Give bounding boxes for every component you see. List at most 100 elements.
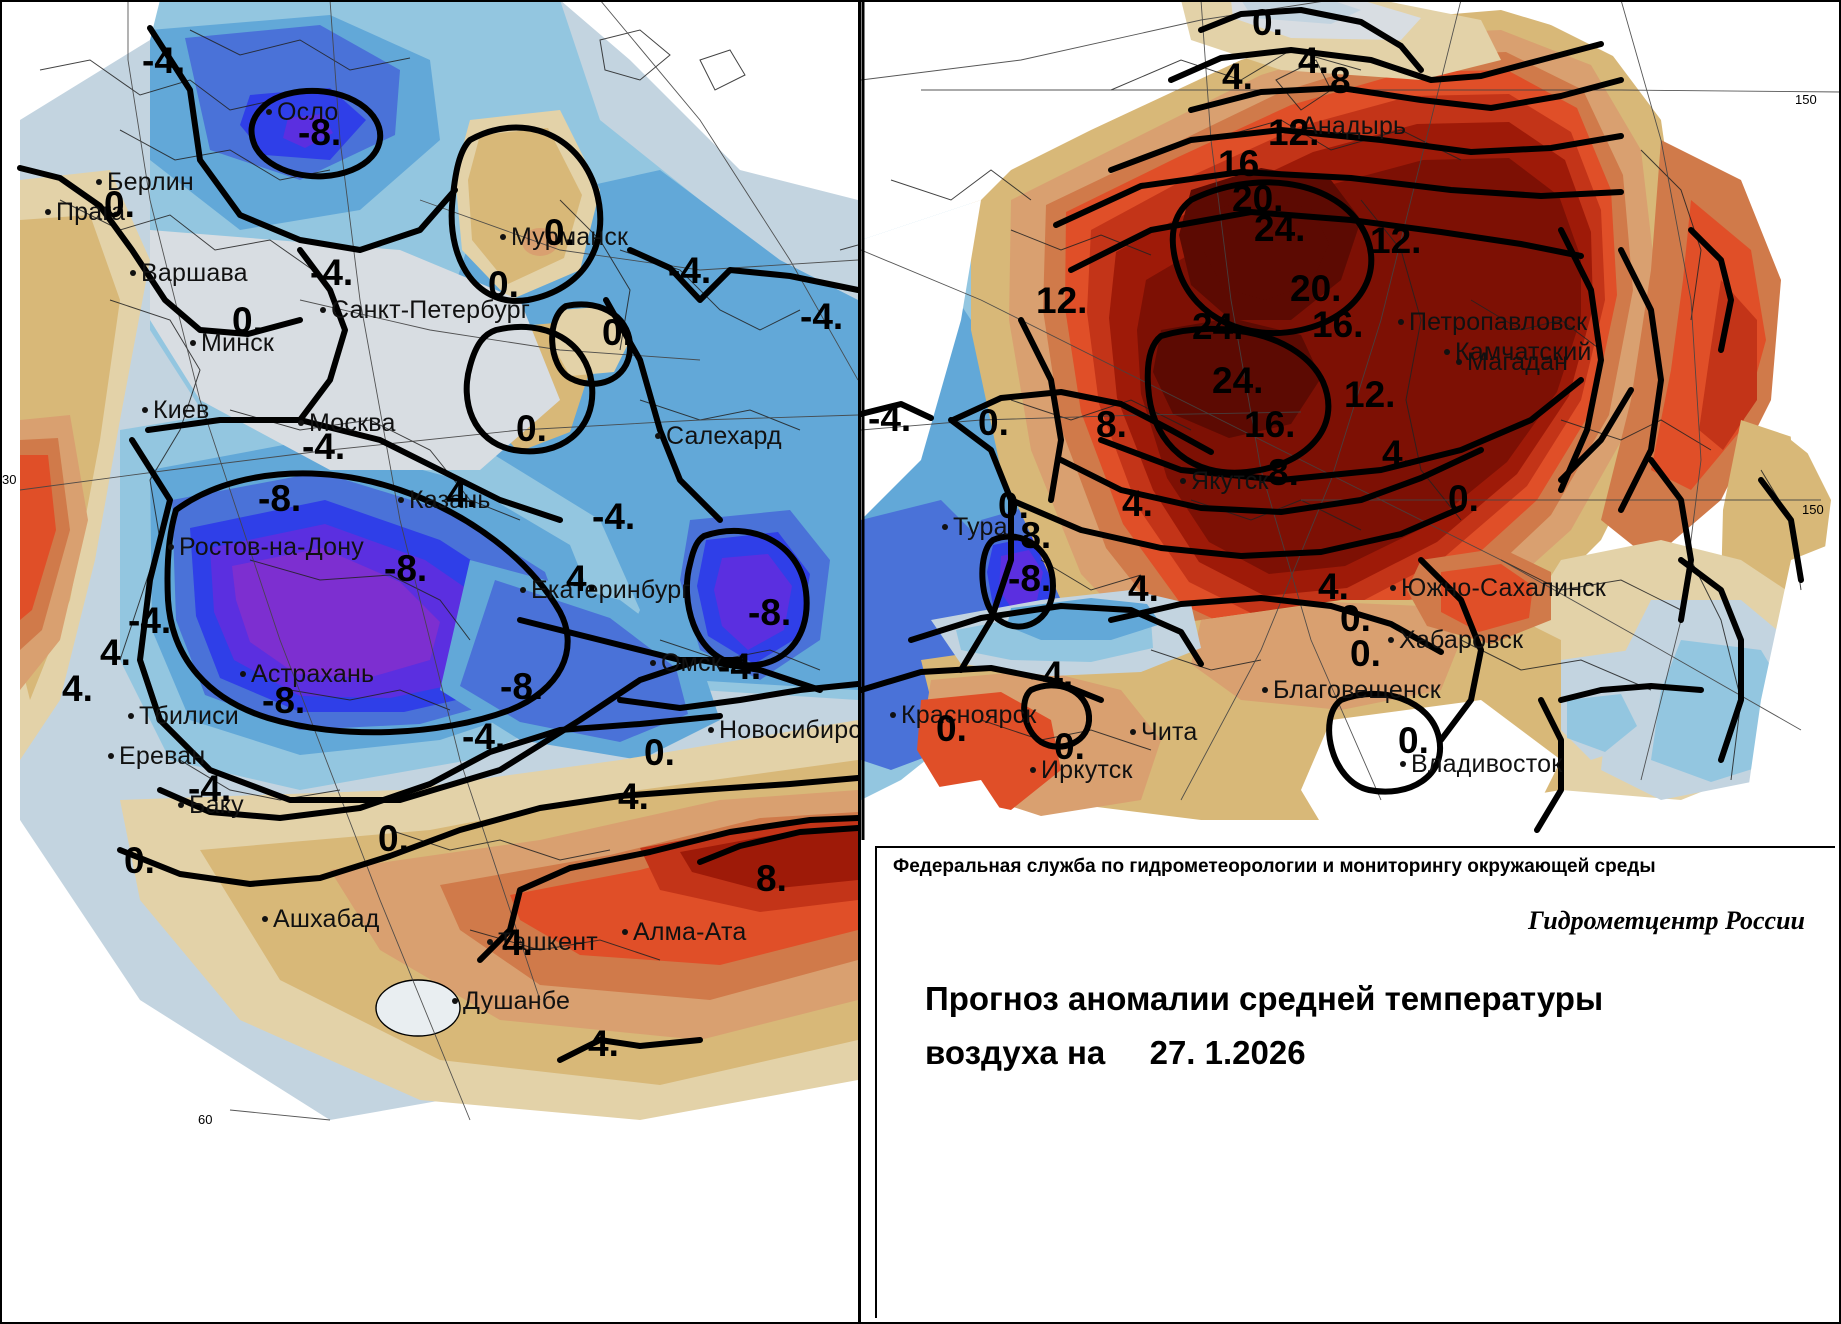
city-marker-dot [266,108,272,115]
city-label: Камчатский [1444,338,1592,367]
contour-value-label: -4. [142,40,186,81]
city-name: Казань [409,486,491,514]
city-label: Минск [190,329,274,358]
city-marker-dot [168,543,174,550]
city-marker-dot [108,752,114,759]
city-name: Ташкент [498,928,598,956]
city-label: Южно-Сахалинск [1390,574,1606,603]
contour-value-label: 4. [100,632,131,673]
city-label: Екатеринбург [520,576,691,605]
contour-value-label: 4. [446,474,477,515]
city-name: Астрахань [251,660,375,688]
city-name: Ашхабад [273,905,380,933]
city-name: Ереван [119,742,206,770]
contour-value-label: 0. [1340,598,1371,639]
contour-value-label: 0. [998,485,1029,526]
contour-value-label: -4. [592,496,636,537]
city-marker-dot [487,938,493,945]
contour-field-east [861,0,1841,840]
city-marker-dot [130,269,136,276]
contour-value-label: -4. [302,426,346,467]
contour-value-label: 0. [232,300,263,341]
city-name: Анадырь [1301,112,1407,140]
contour-value-label: -8. [384,548,428,589]
map-panel-east: Анадырь Петропавловск Камчатский Магадан Яку… [861,0,1841,1324]
city-label: Ашхабад [262,905,380,934]
city-label: Анадырь [1290,112,1406,141]
city-label: Киев [142,396,210,425]
city-name: Якутск [1191,467,1269,495]
city-label: Берлин [96,168,194,197]
contour-value-label: 12. [1036,280,1088,321]
contour-value-label: 0. [544,212,575,253]
contour-value-label: 8. [1268,452,1299,493]
map-panel-west: Осло Берлин Прага Варшава Мурманск Санкт-Пете… [0,0,861,1324]
city-marker-dot [262,915,268,922]
contour-value-label: 12. [1344,374,1396,415]
city-name: Салехард [666,422,782,450]
city-name: Москва [309,409,396,437]
contour-value-label: -4. [128,600,172,641]
contour-value-label: -4. [310,252,354,293]
contour-value-label: 20. [1232,178,1284,219]
city-label: Прага [45,198,125,227]
contour-value-label: -8. [1008,515,1052,556]
city-name: Петропавловск [1409,308,1588,336]
contour-value-label: 0. [104,184,135,225]
city-name: Владивосток [1411,750,1563,778]
city-marker-dot [500,233,506,240]
contour-value-label: 0. [1054,726,1085,767]
city-marker-dot [96,178,102,185]
city-marker-dot [1388,636,1394,643]
contour-value-label: 8. [1330,60,1361,101]
contour-value-label: 4. [62,668,93,709]
contour-value-label: -4. [668,250,712,291]
city-marker-dot [708,726,714,733]
contour-value-label: 12. [1268,112,1320,153]
contour-value-label: 0. [602,312,633,353]
contour-value-label: 0. [1448,478,1479,519]
contour-value-label: -8. [1008,558,1052,599]
city-name: Мурманск [511,223,629,251]
city-name: Алма-Ата [633,918,747,946]
contour-value-label: 20. [1290,268,1342,309]
contour-value-label: -8. [298,112,342,153]
contour-value-label: 0. [1252,2,1283,43]
city-marker-dot [1444,348,1450,355]
city-marker-dot [142,406,148,413]
city-name: Благовещенск [1273,676,1441,704]
city-marker-dot [890,711,896,718]
city-marker-dot [320,306,326,313]
city-label: Тбилиси [128,702,239,731]
city-name: Баку [189,791,244,819]
contour-value-label: 0. [516,408,547,449]
contour-value-label: 24. [1212,360,1264,401]
city-label: Санкт-Петербург [320,296,530,325]
city-label: Благовещенск [1262,676,1441,705]
city-name: Южно-Сахалинск [1401,574,1606,602]
city-label: Хабаровск [1388,626,1523,655]
contour-value-label: -8. [258,478,302,519]
city-label: Иркутск [1030,756,1133,785]
contour-value-label: -4. [800,296,844,337]
graticule-edge-label: 60 [198,1112,213,1127]
city-name: Киев [153,396,210,424]
city-label: Красноярск [890,701,1036,730]
map-canvas-west: Осло Берлин Прага Варшава Мурманск Санкт-Пете… [0,0,858,1324]
contour-value-label: -8. [262,680,306,721]
city-name: Магадан [1467,348,1569,376]
city-marker-dot [942,523,948,530]
city-marker-dot [398,496,404,503]
contour-value-label: 4. [566,558,597,599]
city-label: Новосибирск [708,716,858,745]
city-marker-dot [178,801,184,808]
contour-value-label: 16. [1244,404,1296,445]
city-name: Ростов-на-Дону [179,533,364,561]
city-marker-dot [190,339,196,346]
city-label: Душанбе [452,987,570,1016]
contour-value-label: -4. [188,768,232,809]
city-label: Якутск [1180,467,1269,496]
city-marker-dot [240,670,246,677]
city-label: Алма-Ата [622,918,746,947]
city-marker-dot [1290,122,1296,129]
